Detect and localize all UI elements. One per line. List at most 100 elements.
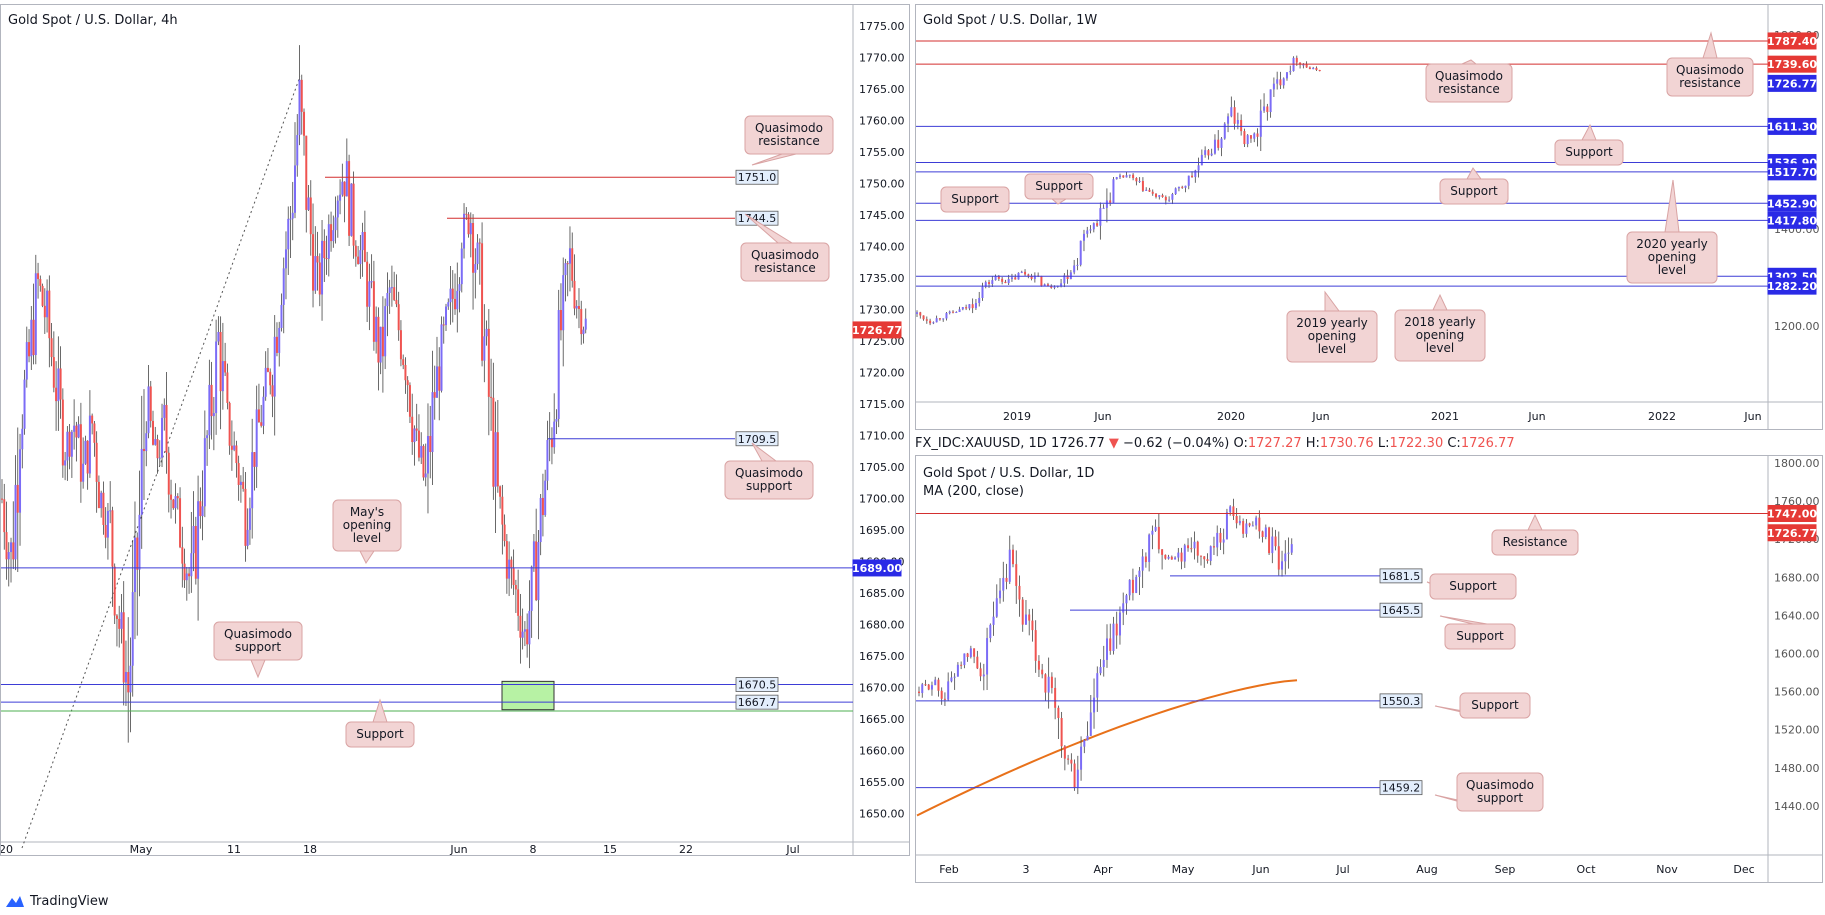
h4-candle-body (354, 245, 357, 257)
w1-candle-body (1050, 285, 1053, 288)
h4-candle-body (577, 306, 580, 310)
w1-candle-body (1171, 194, 1174, 200)
h4-candle-body (199, 501, 202, 517)
y-tick-label: 1640.00 (1774, 609, 1820, 622)
w1-candle-body (1249, 135, 1252, 139)
w1-candle-body (1079, 240, 1082, 265)
w1-candle-body (968, 304, 971, 309)
chart-4h-svg[interactable]: 1775.00 1770.00 1765.00 1760.00 1755.00 1750.… (0, 0, 910, 858)
d1-candle-body (1144, 556, 1147, 563)
h4-candle-body (345, 161, 348, 197)
h4-candle-body (262, 396, 265, 426)
w1-candle-body (1243, 131, 1246, 145)
w1-candle-body (1217, 139, 1220, 148)
h4-candle-body (375, 316, 378, 342)
h4-candle-body (408, 385, 411, 417)
w1-candle-body (994, 276, 997, 281)
h4-candle-body (539, 497, 542, 543)
h4-candle-body (226, 372, 229, 403)
h4-candle-body (447, 302, 450, 307)
callout-w1-2018-text: opening (1416, 328, 1465, 342)
callout-qm-res-2-text: resistance (754, 261, 816, 275)
w1-candle-body (1155, 193, 1158, 197)
callout-d1-support-3-box (1459, 692, 1531, 719)
h4-candle-body (278, 327, 281, 353)
w1-candle-body (1141, 180, 1144, 191)
d1-candle-body (986, 638, 989, 675)
level-1747.00-tag-text: 1747.00 (1767, 507, 1817, 520)
h4-candle-body (287, 218, 290, 250)
w1-candle-body (1187, 175, 1190, 186)
h4-candle-body (104, 524, 107, 538)
x-tick-label: Jun (1311, 410, 1329, 423)
level-1459.2-tag-text: 1459.2 (1382, 782, 1421, 795)
level-1517.70-tag-text: 1517.70 (1767, 166, 1817, 179)
h4-candle-body (163, 404, 166, 418)
h4-candle-body (86, 440, 89, 474)
w1-candle-body (1004, 281, 1007, 284)
chart-1d-svg[interactable]: 1800.001760.001720.001680.001640.001600.… (915, 455, 1823, 883)
y-tick-label: 1755.00 (859, 146, 905, 159)
h4-candle-body (118, 618, 121, 629)
d1-candle-body (1264, 527, 1267, 538)
callout-qm-sup-2-box (213, 621, 303, 661)
w1-candle-body (1033, 275, 1036, 279)
h4-candle-body (131, 592, 134, 666)
level-1452.90-tag-text: 1452.90 (1767, 197, 1817, 210)
x-tick-label: Aug (1416, 863, 1437, 876)
w1-candle-body (925, 319, 928, 321)
h4-candle-body (424, 473, 427, 478)
h4-candle-body (224, 361, 227, 373)
d1-candle-body (1290, 544, 1293, 553)
d1-candle-body (1089, 712, 1092, 736)
h4-candle-body (512, 568, 515, 586)
h4-candle-body (530, 566, 533, 611)
d1-candle-body (1002, 577, 1005, 591)
h4-candle-body (124, 671, 127, 683)
w1-candle-body (988, 282, 991, 285)
w1-candle-body (1092, 223, 1095, 230)
h4-candle-body (544, 480, 547, 516)
h4-candle-body (472, 223, 475, 273)
h4-candle-body (138, 514, 141, 570)
d1-candle-body (1012, 549, 1014, 565)
x-tick-label: 2019 (1003, 410, 1031, 423)
tradingview-logo[interactable]: TradingView (2, 893, 109, 909)
chart-1w-svg[interactable]: 1800.001400.001200.002019Jun2020Jun2021J… (915, 0, 1823, 430)
w1-candle-body (1259, 110, 1262, 137)
chart-title-1d: Gold Spot / U.S. Dollar, 1D (923, 466, 1095, 481)
y-tick-label: 1480.00 (1774, 762, 1820, 775)
x-tick-label: 2021 (1431, 410, 1459, 423)
h4-candle-body (339, 194, 342, 201)
w1-candle-body (1125, 175, 1128, 178)
chart-pane-1w[interactable]: 1800.001400.001200.002019Jun2020Jun2021J… (915, 0, 1823, 430)
chart-pane-4h[interactable]: 1775.00 1770.00 1765.00 1760.00 1755.00 1750.… (0, 0, 910, 858)
w1-candle-body (942, 318, 945, 320)
d1-candle-body (1044, 674, 1047, 693)
y-tick-label: 1665.00 (859, 713, 905, 726)
chart-pane-1d[interactable]: 1800.001760.001720.001680.001640.001600.… (915, 455, 1823, 883)
h4-candle-body (52, 357, 55, 388)
w1-candle-body (916, 312, 918, 314)
h4-candle-body (404, 364, 407, 381)
d1-candle-body (1050, 676, 1053, 688)
current-price-tag-bg (852, 321, 902, 339)
w1-candle-body (1128, 174, 1131, 176)
h4-candle-body (564, 263, 567, 276)
h4-candle-body (212, 413, 215, 417)
callout-w1-qm-res-1-box (1425, 63, 1513, 103)
d1-candle-body (943, 698, 946, 700)
h4-candle-body (179, 498, 182, 548)
h4-candle-body (528, 610, 531, 645)
h4-candle-body (75, 425, 78, 438)
y-tick-label: 1440.00 (1774, 800, 1820, 813)
h4-candle-body (30, 319, 33, 357)
h4-candle-body (25, 342, 28, 380)
callout-w1-2020-text: level (1658, 263, 1687, 277)
h4-candle-body (559, 310, 562, 331)
callout-w1-support-2-text: Support (1035, 179, 1083, 193)
y-tick-label: 1700.00 (859, 493, 905, 506)
w1-candle-body (1191, 175, 1194, 178)
h4-candle-body (523, 629, 526, 632)
h4-candle-body (303, 111, 306, 136)
